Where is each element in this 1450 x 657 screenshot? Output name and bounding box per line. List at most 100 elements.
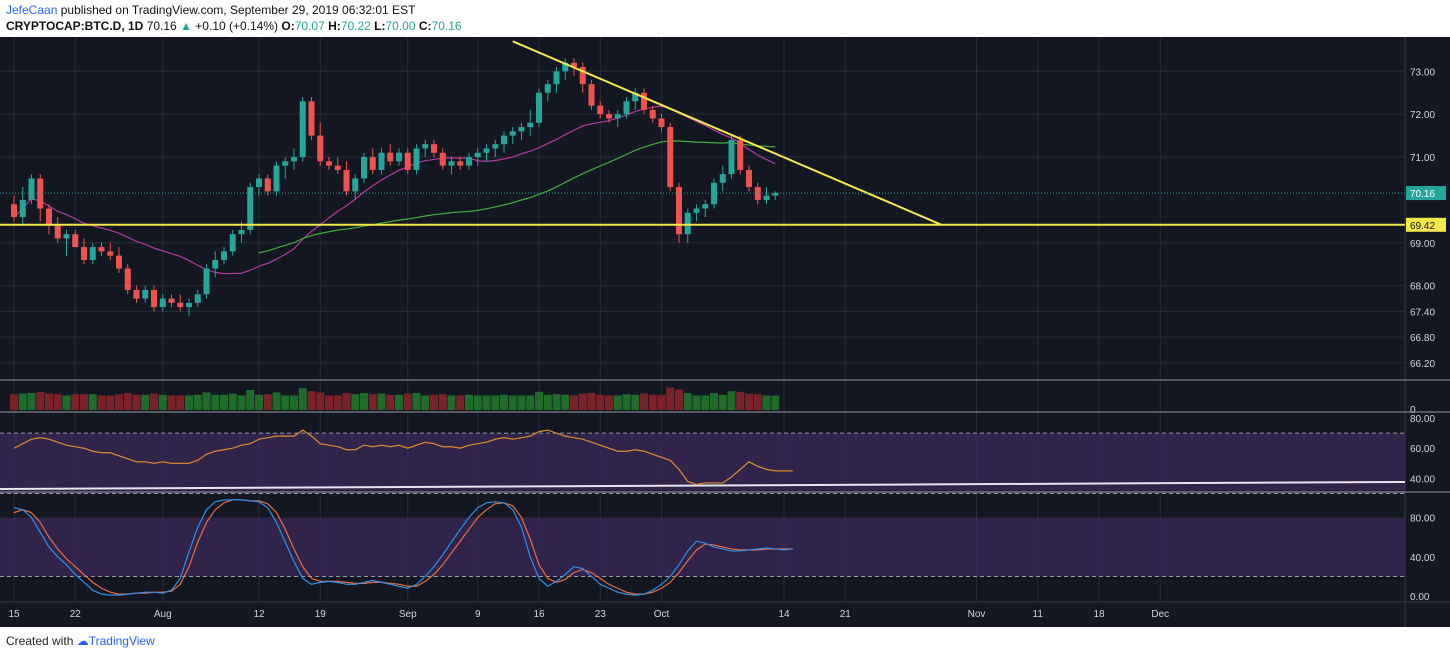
candle <box>632 88 639 110</box>
volume-bar <box>736 391 745 410</box>
candle-body <box>343 169 350 192</box>
candle-body <box>133 289 140 299</box>
volume-bar <box>333 395 342 410</box>
candle <box>46 204 52 235</box>
candle <box>553 67 560 93</box>
time-tick-label: Aug <box>154 609 172 620</box>
volume-bar <box>36 391 45 410</box>
volume-bar <box>561 394 570 410</box>
candle <box>291 148 297 170</box>
volume-bar <box>351 394 360 410</box>
descending-trendline <box>512 40 942 226</box>
volume-bar <box>570 395 578 410</box>
level-price-badge <box>1406 217 1446 232</box>
volume-bar <box>648 394 657 410</box>
volume-bar <box>27 393 36 410</box>
candle <box>413 144 420 175</box>
low-value: 70.00 <box>385 19 416 33</box>
time-tick-label: Nov <box>968 609 986 620</box>
candle <box>203 264 210 299</box>
stoch-k-line <box>13 499 793 596</box>
candle <box>501 131 507 153</box>
tradingview-brand[interactable]: TradingView <box>88 634 155 648</box>
candle <box>527 109 534 136</box>
candle <box>649 105 656 123</box>
candle-body <box>527 122 534 128</box>
volume-bar <box>263 394 272 410</box>
volume-bar <box>535 391 543 410</box>
stoch-tick-label: 40.00 <box>1410 553 1435 564</box>
volume-bar <box>771 395 780 410</box>
volume-bar <box>762 395 771 410</box>
candle <box>658 114 665 132</box>
rsi-tick-label: 40.00 <box>1410 474 1435 485</box>
candle <box>588 79 595 110</box>
volume-bar <box>412 393 421 410</box>
volume-bar <box>640 393 648 410</box>
candle <box>702 199 709 218</box>
volume-bar <box>753 394 762 410</box>
candle <box>89 242 96 265</box>
candle-body <box>597 105 604 115</box>
candle <box>107 242 114 260</box>
candle <box>544 79 551 102</box>
volume-bar <box>115 394 123 410</box>
volume-bar <box>386 394 395 410</box>
candle-body <box>369 157 376 170</box>
candle-body <box>378 152 385 170</box>
candle <box>151 285 157 312</box>
candle-body <box>291 157 297 162</box>
candle <box>579 62 586 93</box>
volume-bar <box>10 394 18 410</box>
volume-tick-label: 0 <box>1410 405 1416 416</box>
stoch-d-line <box>13 499 793 595</box>
time-tick-label: Dec <box>1151 609 1169 620</box>
last-price-label: 70.16 <box>1410 189 1435 200</box>
volume-bar <box>552 394 561 410</box>
candle <box>597 101 604 119</box>
candle-body <box>387 152 394 162</box>
volume-bar <box>701 395 710 410</box>
candle <box>299 97 306 162</box>
candle-body <box>317 135 324 162</box>
author-link[interactable]: JefeCaan <box>6 3 58 17</box>
volume-bar <box>132 394 141 410</box>
candle <box>746 165 752 192</box>
chart-canvas[interactable]: 73.00 72.00 71.00 69.00 68.00 67.40 66.80 66.20… <box>0 37 1450 627</box>
time-tick-label: Oct <box>654 609 670 620</box>
symbol-line: CRYPTOCAP:BTC.D, 1D 70.16 ▲ +0.10 (+0.14… <box>6 19 462 33</box>
volume-bar <box>360 393 368 410</box>
volume-bar <box>255 394 263 410</box>
candle-body <box>614 114 621 119</box>
volume-bar <box>465 394 473 410</box>
candle <box>763 187 770 205</box>
candle-body <box>684 212 691 235</box>
candle-body <box>238 229 245 235</box>
candle-body <box>46 208 52 226</box>
candle-body <box>72 234 79 248</box>
time-tick-label: 14 <box>778 609 790 620</box>
candle-body <box>326 161 332 166</box>
candle <box>623 97 630 119</box>
candle-body <box>518 127 525 132</box>
candle <box>352 174 359 200</box>
candle-body <box>483 148 490 153</box>
candle-body <box>501 135 507 145</box>
candle-body <box>221 251 227 260</box>
candle-body <box>273 165 280 192</box>
candle <box>614 109 621 128</box>
candle-body <box>63 234 70 239</box>
candle-body <box>256 178 262 188</box>
candle <box>63 229 70 256</box>
candle-body <box>299 101 306 158</box>
volume-bar <box>45 393 53 410</box>
volume-bar <box>430 394 438 410</box>
close-label: C: <box>418 19 432 33</box>
candle <box>28 174 35 205</box>
candle <box>124 264 131 295</box>
price-tick-label: 72.00 <box>1410 110 1435 121</box>
candle <box>361 152 367 183</box>
candle-body <box>177 302 184 308</box>
candle-body <box>553 71 560 85</box>
volume-bar <box>526 395 535 410</box>
